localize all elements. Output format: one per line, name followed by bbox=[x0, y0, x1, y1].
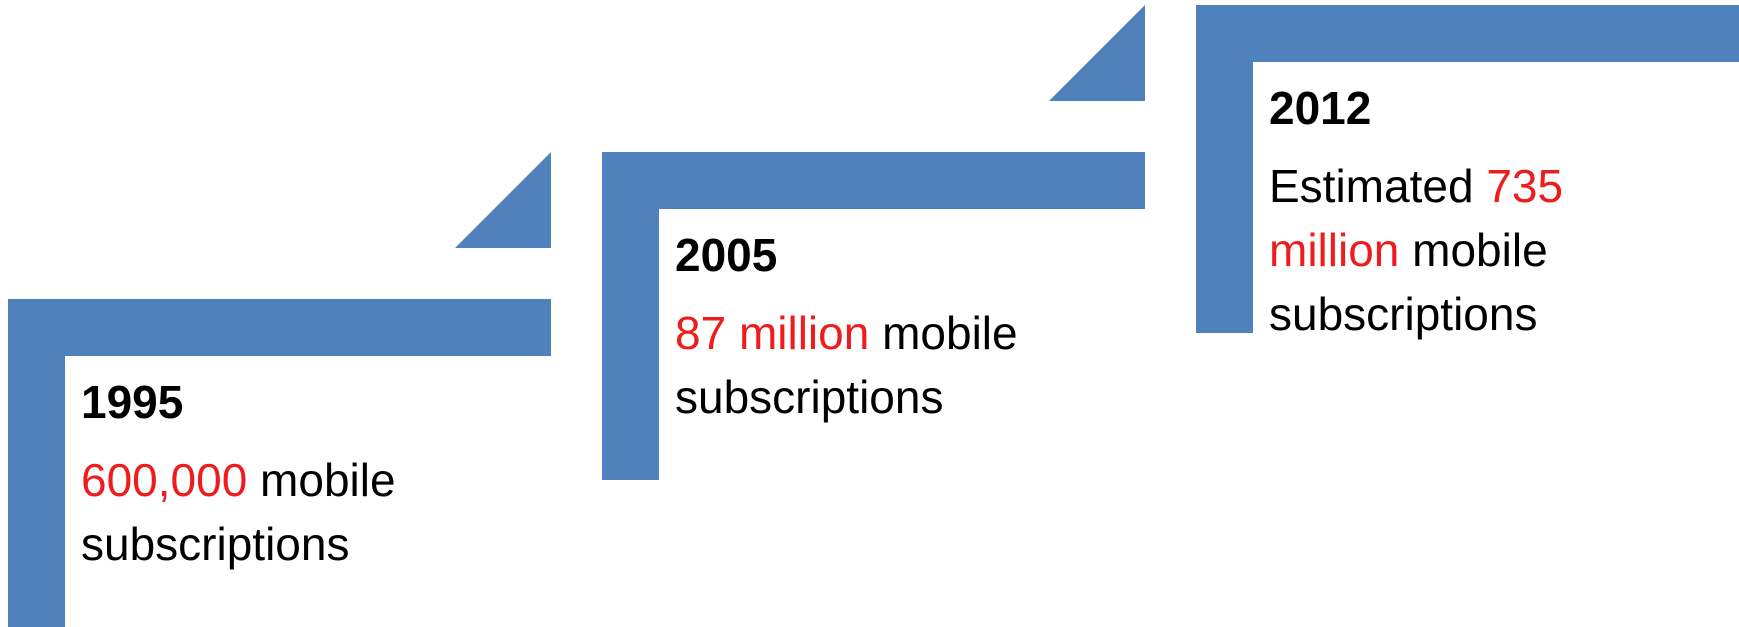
step-2012-highlight: 735 million bbox=[1269, 160, 1564, 276]
connector-arrow-1 bbox=[455, 152, 551, 248]
step-2012-year: 2012 bbox=[1269, 82, 1372, 134]
step-2012-desc-suffix: mobile subscriptions bbox=[1269, 224, 1548, 340]
step-2012-desc-prefix: Estimated bbox=[1269, 160, 1487, 212]
step-1995-description: 600,000 mobile subscriptions bbox=[81, 448, 541, 576]
step-1995-year: 1995 bbox=[81, 376, 184, 428]
step-2005-description: 87 million mobile subscriptions bbox=[675, 301, 1135, 429]
step-2005-text: 2005 87 million mobile subscriptions bbox=[675, 227, 1135, 429]
step-2005-year: 2005 bbox=[675, 229, 778, 281]
step-2012-description: Estimated 735 million mobile subscriptio… bbox=[1269, 154, 1639, 346]
connector-arrow-2 bbox=[1049, 5, 1145, 101]
step-1995-bracket bbox=[8, 299, 551, 627]
step-1995-highlight: 600,000 bbox=[81, 454, 248, 506]
step-1995-desc-suffix: mobile subscriptions bbox=[81, 454, 396, 570]
step-2005-desc-suffix: mobile subscriptions bbox=[675, 307, 1018, 423]
step-2012-bracket bbox=[1196, 5, 1739, 333]
step-2005-highlight: 87 million bbox=[675, 307, 870, 359]
step-1995-text: 1995 600,000 mobile subscriptions bbox=[81, 374, 541, 576]
step-2012-text: 2012 Estimated 735 million mobile subscr… bbox=[1269, 80, 1639, 346]
step-2005-bracket bbox=[602, 152, 1145, 480]
